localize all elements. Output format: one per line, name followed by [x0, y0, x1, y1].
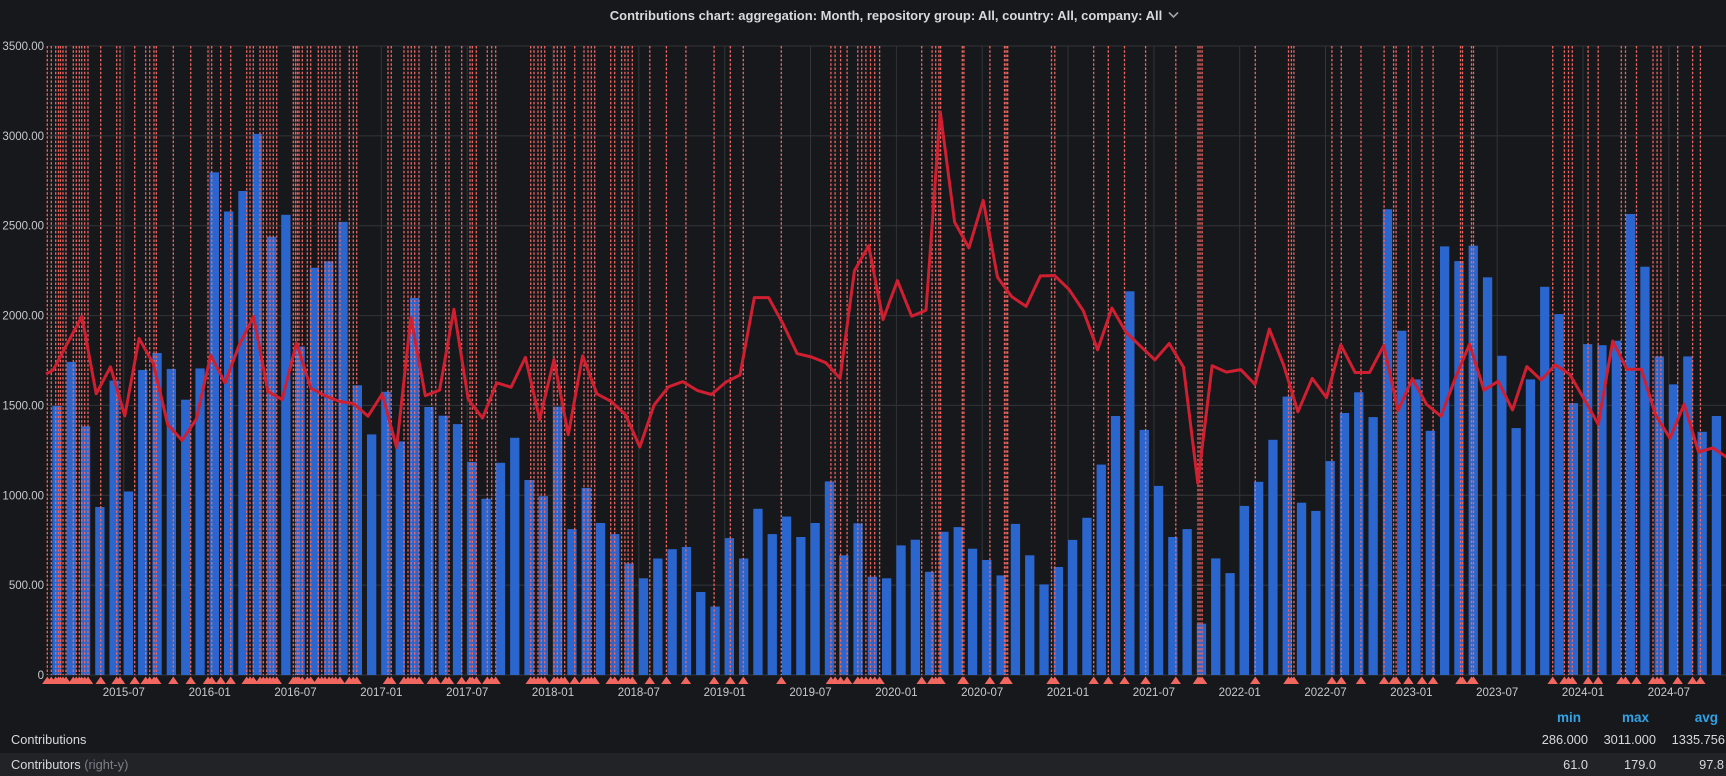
- svg-text:Contributions chart: aggregati: Contributions chart: aggregation: Month,…: [610, 8, 1163, 23]
- svg-text:2018-07: 2018-07: [618, 687, 660, 699]
- svg-text:1335.756: 1335.756: [1672, 732, 1725, 747]
- svg-text:2022-01: 2022-01: [1219, 687, 1261, 699]
- svg-text:2018-01: 2018-01: [532, 687, 574, 699]
- svg-text:Contributors (right-y): Contributors (right-y): [11, 757, 128, 772]
- svg-text:500.00: 500.00: [9, 580, 44, 592]
- svg-text:2016-01: 2016-01: [189, 687, 231, 699]
- svg-text:1000.00: 1000.00: [2, 490, 44, 502]
- svg-text:2021-07: 2021-07: [1133, 687, 1175, 699]
- svg-text:Contributions: Contributions: [11, 732, 86, 747]
- svg-text:61.0: 61.0: [1563, 757, 1588, 772]
- svg-text:2024-01: 2024-01: [1562, 687, 1604, 699]
- svg-text:2023-07: 2023-07: [1476, 687, 1518, 699]
- svg-text:2000.00: 2000.00: [2, 311, 44, 323]
- svg-text:2020-07: 2020-07: [961, 687, 1003, 699]
- svg-text:max: max: [1622, 710, 1650, 725]
- svg-text:avg: avg: [1695, 710, 1718, 725]
- svg-text:97.8: 97.8: [1699, 757, 1724, 772]
- svg-text:3000.00: 3000.00: [2, 131, 44, 143]
- svg-text:3500.00: 3500.00: [2, 41, 44, 53]
- svg-text:2015-07: 2015-07: [103, 687, 145, 699]
- svg-text:min: min: [1557, 710, 1581, 725]
- svg-text:1500.00: 1500.00: [2, 400, 44, 412]
- svg-text:2023-01: 2023-01: [1390, 687, 1432, 699]
- svg-text:2021-01: 2021-01: [1047, 687, 1089, 699]
- svg-text:2017-07: 2017-07: [446, 687, 488, 699]
- svg-text:2016-07: 2016-07: [274, 687, 316, 699]
- svg-text:0: 0: [38, 670, 44, 682]
- svg-text:179.0: 179.0: [1624, 757, 1656, 772]
- svg-text:2022-07: 2022-07: [1304, 687, 1346, 699]
- svg-text:2017-01: 2017-01: [360, 687, 402, 699]
- svg-text:3011.000: 3011.000: [1604, 732, 1656, 747]
- svg-text:2019-01: 2019-01: [704, 687, 746, 699]
- svg-text:2019-07: 2019-07: [789, 687, 831, 699]
- svg-text:286.000: 286.000: [1542, 732, 1588, 747]
- svg-text:2500.00: 2500.00: [2, 221, 44, 233]
- svg-text:2024-07: 2024-07: [1648, 687, 1690, 699]
- svg-text:2020-01: 2020-01: [875, 687, 917, 699]
